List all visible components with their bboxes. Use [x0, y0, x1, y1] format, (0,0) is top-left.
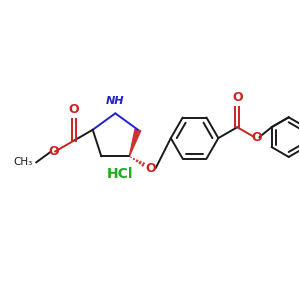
Text: O: O — [68, 103, 79, 116]
Text: O: O — [232, 92, 242, 104]
Text: NH: NH — [106, 96, 124, 106]
Text: CH₃: CH₃ — [14, 158, 33, 167]
Text: O: O — [49, 145, 59, 158]
Text: HCl: HCl — [107, 167, 134, 181]
Polygon shape — [129, 129, 141, 156]
Text: O: O — [251, 130, 262, 144]
Text: O: O — [146, 162, 156, 175]
